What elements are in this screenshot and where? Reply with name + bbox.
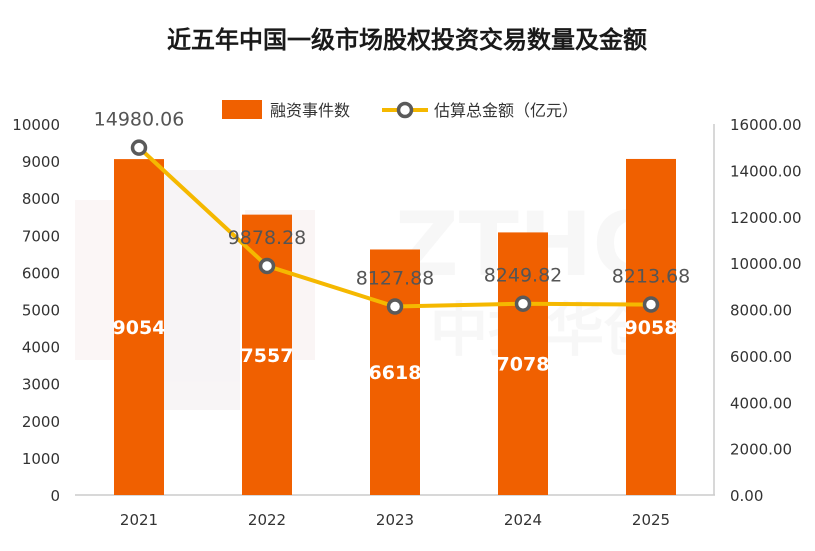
bar-data-label: 9058 — [625, 317, 678, 339]
y-right-ticks: 0.00 2000.00 4000.00 6000.00 8000.00 10000.00… — [730, 116, 802, 505]
bar-data-label: 7078 — [497, 354, 550, 376]
bar — [498, 232, 548, 496]
bar-series — [114, 158, 676, 496]
bar — [626, 158, 676, 496]
legend: 融资事件数 估算总金额（亿元） — [222, 100, 578, 120]
legend-line-label: 估算总金额（亿元） — [434, 101, 578, 120]
y-right-tick-label: 4000.00 — [730, 394, 792, 412]
y-right-tick-label: 6000.00 — [730, 348, 792, 366]
x-tick-label: 2024 — [504, 511, 542, 529]
y-right-tick-label: 16000.00 — [730, 116, 802, 134]
y-left-tick-label: 8000 — [22, 190, 60, 208]
line-point — [258, 257, 276, 275]
line-point — [514, 295, 532, 312]
line-labels: 14980.06 9878.28 8127.88 8249.82 8213.68 — [94, 109, 691, 290]
line-data-label: 8127.88 — [356, 268, 435, 290]
bar-data-label: 7557 — [241, 345, 294, 367]
bar — [114, 159, 164, 495]
legend-bar-swatch — [222, 100, 262, 119]
line-data-label: 8249.82 — [484, 265, 563, 287]
x-tick-label: 2023 — [376, 511, 414, 529]
line-data-label: 8213.68 — [612, 266, 691, 288]
line-point — [642, 296, 660, 313]
x-tick-label: 2021 — [120, 511, 158, 529]
chart-title: 近五年中国一级市场股权投资交易数量及金额 — [167, 26, 647, 54]
legend-bar-label: 融资事件数 — [270, 101, 350, 120]
y-left-tick-label: 10000 — [12, 116, 60, 134]
line-point — [130, 139, 148, 156]
x-tick-label: 2025 — [632, 511, 670, 529]
bar-labels: 9054 7557 6618 7078 9058 — [113, 317, 678, 384]
bar-data-label: 6618 — [369, 362, 422, 384]
y-left-tick-label: 0 — [50, 487, 60, 505]
y-right-tick-label: 0.00 — [730, 487, 763, 505]
y-right-tick-label: 2000.00 — [730, 441, 792, 459]
y-left-tick-label: 6000 — [22, 264, 60, 282]
y-right-tick-label: 8000.00 — [730, 302, 792, 320]
line-data-label: 14980.06 — [94, 109, 185, 131]
x-ticks: 2021 2022 2023 2024 2025 — [120, 511, 670, 529]
y-right-tick-label: 14000.00 — [730, 162, 802, 180]
y-left-tick-label: 5000 — [22, 302, 60, 320]
legend-line-marker — [396, 101, 414, 119]
y-right-tick-label: 12000.00 — [730, 209, 802, 227]
y-left-tick-label: 4000 — [22, 339, 60, 357]
y-left-tick-label: 9000 — [22, 153, 60, 171]
line-data-label: 9878.28 — [228, 227, 307, 249]
y-left-tick-label: 1000 — [22, 450, 60, 468]
y-left-ticks: 0 1000 2000 3000 4000 5000 6000 7000 8000 9000 100… — [12, 116, 60, 505]
y-left-tick-label: 3000 — [22, 376, 60, 394]
line-point — [386, 298, 404, 315]
y-right-tick-label: 10000.00 — [730, 255, 802, 273]
x-tick-label: 2022 — [248, 511, 286, 529]
bar-data-label: 9054 — [113, 317, 166, 339]
bar — [370, 249, 420, 495]
line-series — [130, 139, 660, 315]
y-left-tick-label: 2000 — [22, 413, 60, 431]
y-left-tick-label: 7000 — [22, 227, 60, 245]
